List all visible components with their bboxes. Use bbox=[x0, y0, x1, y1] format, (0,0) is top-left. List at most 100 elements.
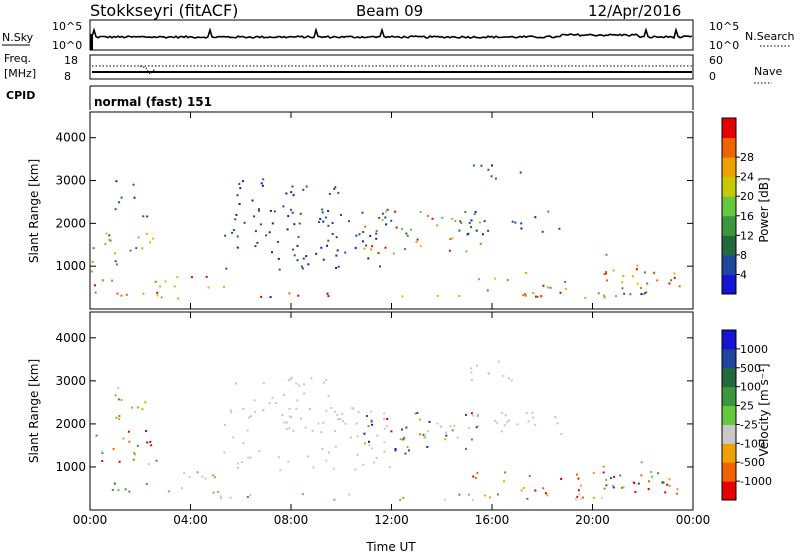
heatmap-cell bbox=[156, 291, 159, 294]
colorbar-swatch bbox=[722, 405, 736, 425]
heatmap-cell bbox=[460, 221, 463, 224]
heatmap-cell bbox=[295, 382, 298, 385]
heatmap-cell bbox=[118, 398, 120, 401]
heatmap-cell bbox=[584, 297, 587, 299]
velocity-frame bbox=[89, 311, 694, 511]
heatmap-cell bbox=[176, 276, 179, 279]
heatmap-cell bbox=[428, 420, 431, 423]
heatmap-cell bbox=[520, 222, 523, 225]
heatmap-cell bbox=[602, 465, 605, 468]
heatmap-cell bbox=[118, 418, 121, 421]
heatmap-cell bbox=[238, 183, 241, 185]
heatmap-cell bbox=[295, 407, 298, 410]
heatmap-cell bbox=[290, 191, 293, 194]
heatmap-cell bbox=[242, 407, 245, 410]
heatmap-cell bbox=[317, 422, 320, 425]
heatmap-cell bbox=[122, 437, 125, 440]
power-colorbar-label: Power [dB] bbox=[757, 177, 771, 242]
colorbar-swatch bbox=[722, 367, 736, 388]
heatmap-cell bbox=[378, 216, 381, 219]
heatmap-cell bbox=[510, 379, 513, 382]
heatmap-cell bbox=[603, 487, 606, 490]
heatmap-cell bbox=[403, 436, 406, 439]
heatmap-cell bbox=[623, 292, 626, 295]
heatmap-cell bbox=[444, 438, 447, 441]
heatmap-cell bbox=[327, 210, 330, 213]
heatmap-cell bbox=[322, 258, 325, 261]
heatmap-cell bbox=[340, 214, 342, 216]
colorbar-swatch bbox=[722, 330, 736, 350]
heatmap-cell bbox=[657, 472, 660, 475]
heatmap-cell bbox=[249, 456, 252, 459]
heatmap-cell bbox=[431, 217, 434, 220]
x-tick-label: 20:00 bbox=[575, 513, 610, 527]
heatmap-cell bbox=[506, 421, 509, 424]
heatmap-cell bbox=[236, 194, 239, 197]
heatmap-cell bbox=[496, 421, 499, 424]
freq-tick-top: 18 bbox=[64, 54, 78, 67]
heatmap-cell bbox=[419, 211, 422, 213]
y-tick-label: 2000 bbox=[55, 216, 86, 230]
heatmap-cell bbox=[337, 265, 340, 268]
heatmap-cell bbox=[304, 426, 307, 429]
heatmap-cell bbox=[527, 420, 530, 423]
heatmap-cell bbox=[149, 440, 152, 443]
heatmap-cell bbox=[466, 233, 469, 236]
heatmap-cell bbox=[297, 384, 300, 387]
heatmap-cell bbox=[370, 420, 373, 423]
heatmap-cell bbox=[368, 440, 370, 443]
heatmap-cell bbox=[451, 237, 454, 240]
heatmap-cell bbox=[379, 265, 381, 268]
heatmap-cell bbox=[612, 485, 615, 487]
heatmap-cell bbox=[320, 246, 323, 249]
heatmap-cell bbox=[577, 477, 580, 480]
heatmap-cell bbox=[673, 272, 676, 275]
heatmap-cell bbox=[402, 438, 405, 441]
heatmap-cell bbox=[375, 232, 378, 235]
heatmap-cell bbox=[232, 436, 235, 439]
heatmap-cell bbox=[247, 456, 250, 459]
heatmap-cell bbox=[368, 444, 371, 447]
heatmap-cell bbox=[622, 486, 625, 489]
heatmap-cell bbox=[101, 452, 104, 454]
heatmap-cell bbox=[152, 237, 155, 240]
heatmap-cell bbox=[622, 274, 625, 277]
heatmap-cell bbox=[470, 226, 473, 229]
heatmap-cell bbox=[603, 296, 606, 299]
x-tick-label: 04:00 bbox=[173, 513, 208, 527]
heatmap-cell bbox=[678, 285, 681, 288]
heatmap-cell bbox=[419, 245, 422, 248]
colorbar-tick-label: -1000 bbox=[740, 475, 772, 488]
nsky-panel: N.Sky 10^5 10^0 10^5 10^0 N.Search bbox=[2, 19, 795, 52]
heatmap-cell bbox=[579, 484, 582, 487]
heatmap-cell bbox=[120, 399, 123, 401]
heatmap-cell bbox=[297, 235, 300, 238]
heatmap-cell bbox=[235, 382, 237, 385]
heatmap-cell bbox=[237, 462, 240, 465]
heatmap-cell bbox=[475, 229, 478, 232]
heatmap-cell bbox=[328, 192, 331, 195]
heatmap-cell bbox=[514, 221, 517, 224]
heatmap-cell bbox=[544, 492, 547, 495]
heatmap-cell bbox=[606, 279, 608, 282]
heatmap-cell bbox=[422, 433, 425, 436]
heatmap-cell bbox=[668, 484, 671, 487]
heatmap-cell bbox=[292, 429, 295, 432]
heatmap-cell bbox=[336, 249, 339, 252]
colorbar-tick-label: -500 bbox=[740, 456, 765, 469]
heatmap-cell bbox=[390, 430, 393, 433]
heatmap-cell bbox=[214, 476, 217, 479]
heatmap-cell bbox=[268, 231, 271, 234]
heatmap-cell bbox=[357, 411, 360, 414]
heatmap-cell bbox=[383, 418, 386, 420]
heatmap-cell bbox=[558, 227, 561, 230]
heatmap-cell bbox=[416, 412, 419, 414]
heatmap-cell bbox=[344, 251, 347, 254]
heatmap-cell bbox=[453, 424, 456, 427]
heatmap-cell bbox=[361, 240, 364, 243]
heatmap-cell bbox=[605, 478, 608, 481]
heatmap-cell bbox=[464, 211, 467, 213]
heatmap-cell bbox=[384, 246, 387, 249]
heatmap-cell bbox=[145, 430, 147, 432]
heatmap-cell bbox=[424, 433, 426, 436]
